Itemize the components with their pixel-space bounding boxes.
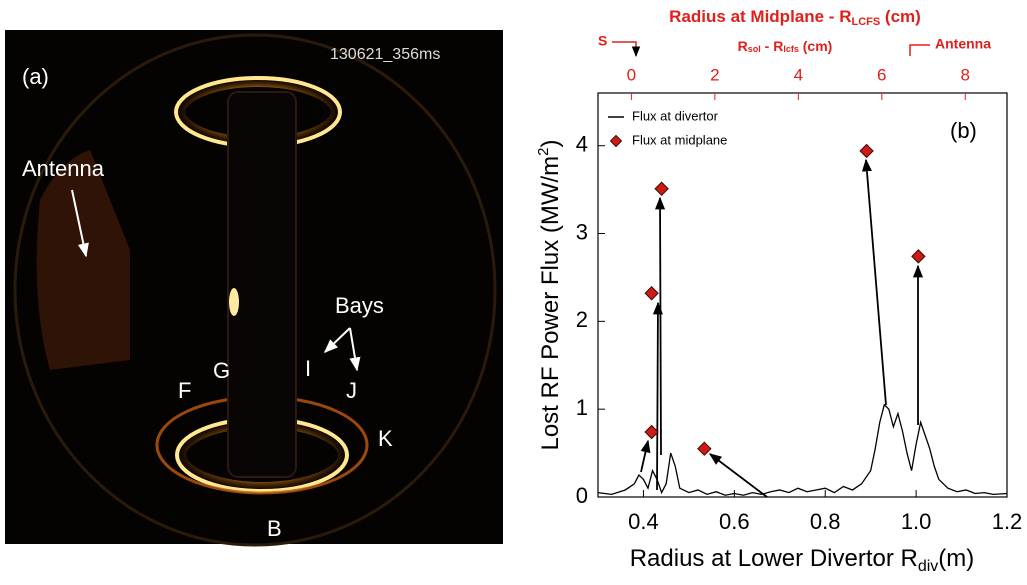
x2-tick-label: 0 xyxy=(627,65,636,84)
y-tick-label: 1 xyxy=(576,395,588,420)
panel-label: (a) xyxy=(22,64,49,89)
camera-image xyxy=(5,30,503,547)
x-axis-title: Radius at Lower Divertor Rdiv(m) xyxy=(630,545,975,575)
top-axis-title: Radius at Midplane - R xyxy=(669,7,851,26)
top-axis-subtitle: - R xyxy=(761,38,784,54)
midplane-flux-point xyxy=(697,441,712,456)
y-axis-title-sup: 2 xyxy=(535,147,552,155)
x2-tick-label: 4 xyxy=(794,65,803,84)
x-axis-title-unit: (m) xyxy=(938,545,974,572)
y-axis-title: Lost RF Power Flux (MW/m2) xyxy=(535,139,564,450)
top-axis-subtitle: R xyxy=(738,38,748,54)
top-axis-title-sub: LCFS xyxy=(851,16,880,28)
legend-marker xyxy=(609,134,623,148)
plot-frame xyxy=(597,92,1008,498)
divertor-flux-line xyxy=(597,403,1008,496)
top-axis-subtitle: (cm) xyxy=(799,38,832,54)
x-tick-label: 1.0 xyxy=(901,509,932,534)
top-axis-title: Radius at Midplane - RLCFS (cm) xyxy=(669,7,921,27)
annotation-arrows xyxy=(640,158,924,498)
x-axis-title: Radius at Lower Divertor R xyxy=(630,545,918,572)
top-axis-subtitle: Rsol - Rlcfs (cm) xyxy=(738,38,833,55)
x-tick-label: 0.8 xyxy=(810,509,841,534)
y-tick-label: 4 xyxy=(576,132,588,157)
port-label: K xyxy=(378,426,393,451)
top-axis-subtitle: lcfs xyxy=(783,44,799,54)
port-label: J xyxy=(346,378,357,403)
antenna-label: Antenna xyxy=(22,156,105,181)
x-tick-label: 1.2 xyxy=(992,509,1023,534)
x-tick-label: 0.4 xyxy=(628,509,659,534)
antenna-marker-label: Antenna xyxy=(935,36,991,52)
port-label: G xyxy=(213,358,230,383)
midplane-flux-point xyxy=(911,249,926,264)
x2-tick-label: 8 xyxy=(961,65,970,84)
separatrix-label: S xyxy=(598,33,607,49)
top-axis-subtitle: sol xyxy=(748,44,761,54)
timestamp: 130621_356ms xyxy=(330,46,440,63)
y-tick-label: 0 xyxy=(576,483,588,508)
port-label: I xyxy=(305,356,311,381)
legend-label: Flux at midplane xyxy=(632,132,727,147)
panel-label: (b) xyxy=(950,118,977,143)
x-tick-label: 0.6 xyxy=(719,509,750,534)
x2-tick-label: 6 xyxy=(877,65,886,84)
x-axis-title-sub: div xyxy=(918,558,938,575)
bays-label: Bays xyxy=(335,293,384,318)
y-tick-label: 3 xyxy=(576,219,588,244)
top-axis-markers xyxy=(612,41,930,58)
port-label: B xyxy=(267,516,282,541)
midplane-flux-point xyxy=(654,181,669,196)
top-axis-title-unit: (cm) xyxy=(880,7,921,26)
plot-area xyxy=(597,92,1008,498)
legend-label: Flux at divertor xyxy=(632,108,719,123)
midplane-flux-point xyxy=(644,286,659,301)
midplane-flux-point xyxy=(644,424,659,440)
port-label: F xyxy=(178,378,191,403)
x2-tick-label: 2 xyxy=(710,65,719,84)
y-axis-title: Lost RF Power Flux (MW/m xyxy=(537,156,564,451)
midplane-flux-point xyxy=(859,143,874,159)
y-tick-label: 2 xyxy=(576,307,588,332)
y-axis-title-end: ) xyxy=(537,139,564,147)
